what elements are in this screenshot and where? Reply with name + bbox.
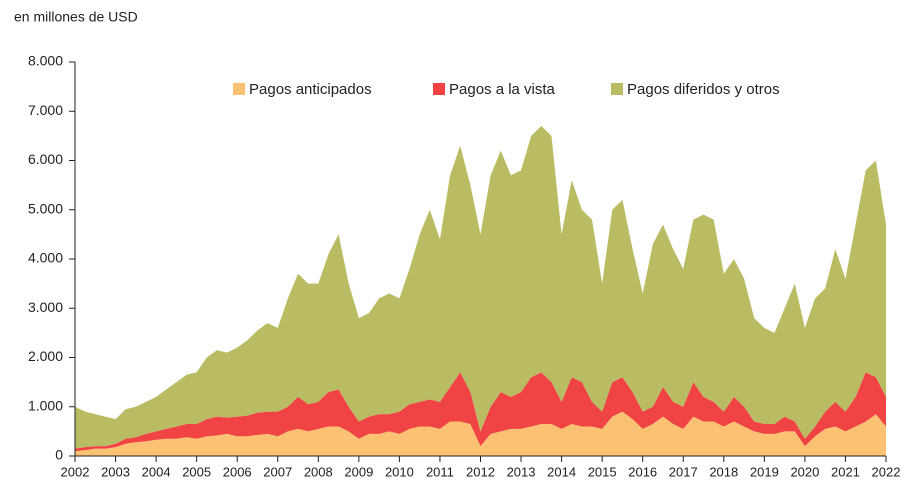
- x-tick-label: 2003: [101, 464, 130, 479]
- y-tick-label: 1.000: [28, 397, 63, 413]
- legend-label: Pagos a la vista: [449, 81, 556, 98]
- legend-label: Pagos diferidos y otros: [627, 81, 780, 98]
- y-tick-label: 6.000: [28, 151, 63, 167]
- x-tick-label: 2010: [385, 464, 414, 479]
- x-tick-label: 2015: [588, 464, 617, 479]
- y-tick-label: 5.000: [28, 200, 63, 216]
- legend-swatch: [611, 83, 623, 95]
- x-tick-label: 2020: [790, 464, 819, 479]
- x-tick-label: 2016: [628, 464, 657, 479]
- x-tick-label: 2017: [669, 464, 698, 479]
- x-tick-label: 2006: [223, 464, 252, 479]
- x-tick-label: 2004: [142, 464, 171, 479]
- y-tick-label: 2.000: [28, 348, 63, 364]
- area: [75, 372, 886, 452]
- x-tick-label: 2021: [831, 464, 860, 479]
- x-tick-label: 2013: [507, 464, 536, 479]
- y-axis-label: en millones de USD: [14, 9, 138, 25]
- y-tick-label: 7.000: [28, 102, 63, 118]
- x-tick-label: 2012: [466, 464, 495, 479]
- x-tick-label: 2009: [344, 464, 373, 479]
- x-tick-label: 2014: [547, 464, 576, 479]
- x-tick-label: 2018: [709, 464, 738, 479]
- legend-label: Pagos anticipados: [249, 81, 372, 98]
- x-tick-label: 2007: [263, 464, 292, 479]
- y-tick-label: 4.000: [28, 250, 63, 266]
- x-tick-label: 2019: [750, 464, 779, 479]
- area: [75, 126, 886, 449]
- x-tick-label: 2022: [872, 464, 901, 479]
- x-tick-label: 2011: [426, 464, 454, 479]
- y-tick-label: 8.000: [28, 53, 63, 69]
- x-tick-label: 2008: [304, 464, 333, 479]
- y-tick-label: 3.000: [28, 299, 63, 315]
- legend-swatch: [433, 83, 445, 95]
- area: [75, 411, 886, 456]
- y-tick-label: 0: [55, 447, 63, 463]
- x-tick-label: 2002: [61, 464, 90, 479]
- legend-swatch: [233, 83, 245, 95]
- x-tick-label: 2005: [182, 464, 211, 479]
